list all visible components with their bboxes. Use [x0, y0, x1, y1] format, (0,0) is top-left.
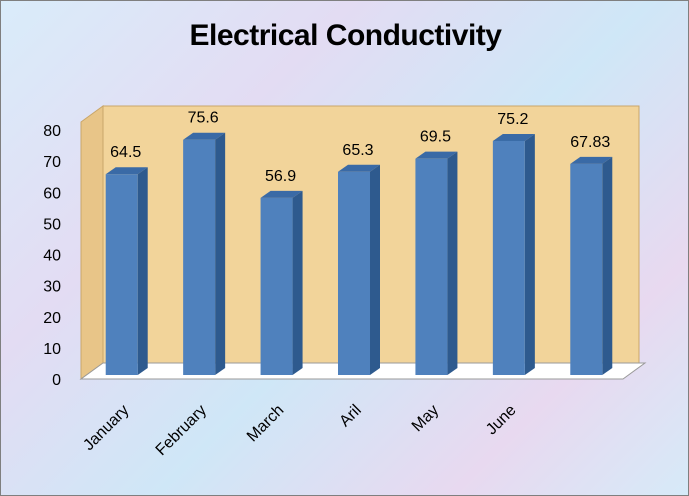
bar — [338, 171, 370, 375]
x-tick-label: May — [409, 402, 442, 435]
y-tick-label: 40 — [43, 248, 61, 265]
x-tick-label: June — [483, 402, 520, 439]
bar-top — [415, 151, 458, 159]
y-tick-label: 20 — [43, 310, 61, 327]
bar-side — [137, 167, 148, 375]
bar-top — [105, 167, 148, 175]
side-wall — [80, 105, 104, 380]
bar-top — [492, 133, 535, 141]
x-tick-label: March — [244, 402, 287, 445]
data-label: 65.3 — [342, 142, 373, 159]
x-tick-label: January — [80, 402, 132, 454]
data-label: 56.9 — [265, 168, 296, 185]
bar-side — [292, 190, 303, 375]
x-tick-label: February — [153, 402, 210, 459]
data-label: 67.83 — [570, 134, 610, 151]
y-tick-label: 0 — [52, 372, 61, 389]
bar-top — [338, 164, 380, 172]
y-tick-label: 70 — [43, 154, 61, 171]
bar-side — [215, 132, 226, 375]
data-label: 75.2 — [497, 111, 528, 128]
bar-top — [183, 132, 226, 140]
bar-top — [260, 190, 303, 198]
bar — [570, 163, 603, 375]
y-tick-label: 50 — [43, 216, 61, 233]
data-label: 64.5 — [110, 144, 141, 161]
bar-side — [524, 133, 535, 375]
y-tick-label: 10 — [43, 341, 61, 358]
bar-side — [447, 151, 458, 375]
bar — [260, 197, 293, 375]
data-label: 75.6 — [188, 110, 219, 127]
bar — [183, 139, 216, 375]
bar-side — [370, 164, 380, 375]
y-tick-label: 60 — [43, 185, 61, 202]
y-tick-label: 30 — [43, 279, 61, 296]
bar — [415, 158, 448, 375]
x-tick-label: Aril — [336, 402, 364, 430]
bar — [492, 140, 525, 375]
chart-title: Electrical Conductivity — [189, 19, 502, 52]
y-tick-label: 80 — [43, 123, 61, 140]
bar-side — [602, 156, 613, 375]
bar-top — [570, 156, 613, 164]
data-label: 69.5 — [420, 129, 451, 146]
bar — [105, 174, 138, 375]
